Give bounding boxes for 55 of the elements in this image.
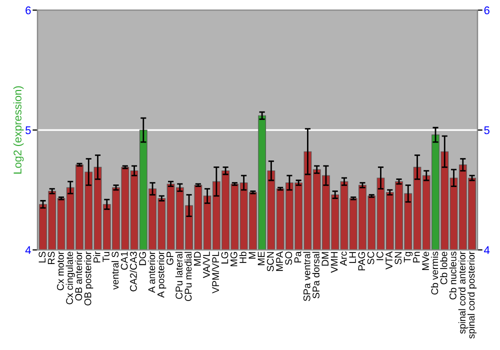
x-tick-label: ME: [258, 252, 265, 266]
x-tick-label: IC: [376, 252, 384, 260]
x-tick-label: Cb nucleus: [449, 252, 456, 300]
x-tick-label: ventral S: [111, 252, 119, 290]
x-tick-label: DM: [322, 252, 328, 266]
x-tick-label: Arc: [340, 252, 347, 266]
x-tick-label: RS: [48, 252, 55, 264]
x-tick-label: A anterior: [148, 251, 156, 293]
x-tick-label: MPA: [276, 251, 283, 271]
x-tick-label: M: [248, 252, 256, 259]
x-tick-label: MD: [194, 252, 201, 266]
x-tick-label: CPu lateral: [175, 252, 183, 299]
y2-tick-label: 6: [484, 6, 490, 14]
x-tick-label: VA/VL: [202, 252, 210, 278]
y-tick-label: 4: [25, 246, 31, 254]
x-tick-label: Cx motor: [56, 251, 64, 290]
x-tick-label: SC: [367, 252, 374, 264]
x-tick-label: Pn: [413, 252, 420, 262]
x-tick-label: CA1: [120, 252, 128, 270]
y-tick-label: 5: [26, 126, 31, 134]
x-tick-label: Pir: [93, 251, 100, 262]
x-tick-label: LH: [349, 252, 356, 263]
x-tick-label: SO: [285, 252, 292, 265]
x-tick-label: MVe: [422, 252, 429, 270]
y2-tick-label: 5: [484, 126, 490, 134]
x-tick-label: SPa ventral: [303, 252, 310, 302]
x-tick-label: SN: [394, 252, 402, 264]
x-tick-label: Cb vermis: [430, 252, 438, 295]
x-tick-label: Tg: [404, 252, 413, 262]
x-tick-label: VMH: [330, 252, 338, 273]
x-tick-label: DG: [139, 252, 146, 266]
x-tick-label: Cx cingulate: [66, 252, 75, 304]
x-tick-label: MG: [230, 252, 238, 266]
x-tick-label: LG: [221, 252, 228, 264]
x-tick-label: LS: [38, 252, 46, 262]
x-tick-label: CPu medial: [184, 252, 192, 302]
x-tick-label: GP: [166, 252, 174, 265]
x-tick-label: Cb lobe: [440, 252, 448, 284]
x-tick-label: SPa dorsal: [312, 252, 320, 298]
x-tick-label: VPM/VPL: [212, 252, 220, 294]
y-tick-label: 6: [26, 6, 31, 14]
x-tick-label: OB posterior: [84, 251, 94, 306]
y-axis-title: Log2 (expression): [13, 86, 24, 174]
x-tick-label: spinal cord posterior: [467, 251, 477, 339]
x-tick-label: SCN: [266, 252, 274, 272]
x-tick-label: CA2/CA3: [130, 252, 137, 292]
x-tick-label: Tu: [102, 252, 110, 262]
x-tick-label: A posterior: [157, 251, 166, 298]
x-tick-label: Hb: [239, 252, 246, 263]
x-tick-label: OB anterior: [74, 251, 82, 301]
x-tick-label: Pa: [294, 251, 302, 262]
x-tick-label: PAG: [358, 252, 366, 270]
x-tick-label: VTA: [386, 251, 392, 270]
y2-tick-label: 4: [484, 246, 490, 254]
x-tick-label: spinal cord anterior: [458, 251, 468, 334]
